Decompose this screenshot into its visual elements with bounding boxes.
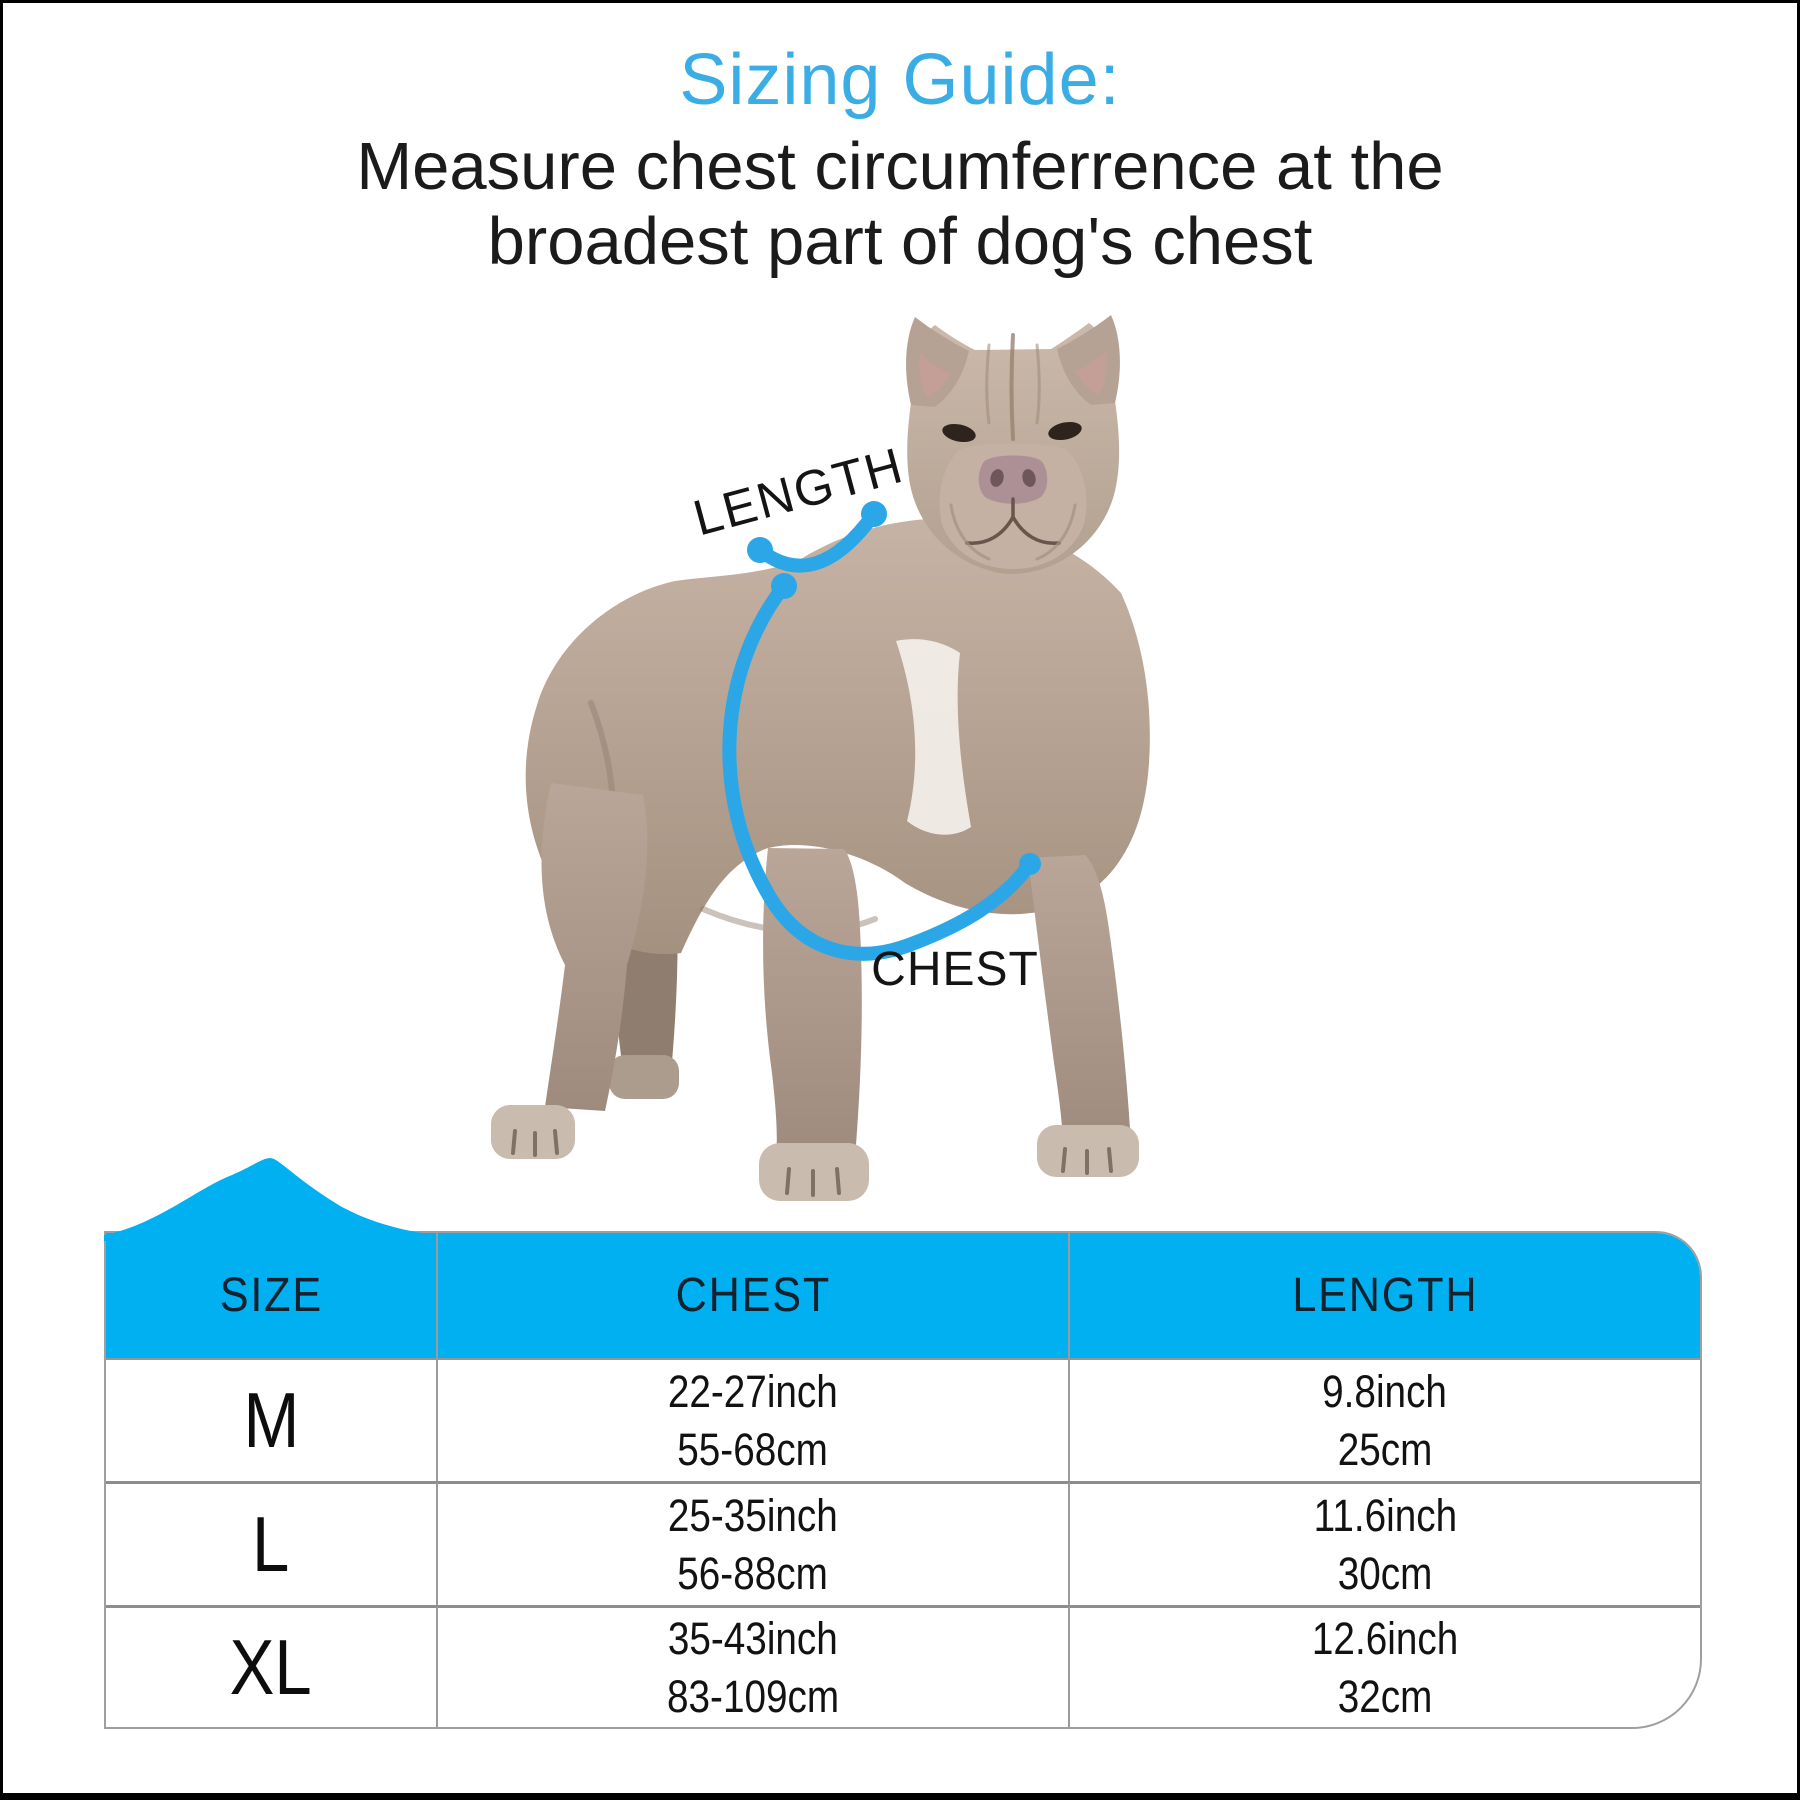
header-length-label: LENGTH bbox=[1291, 1269, 1479, 1322]
dog-left-eye bbox=[942, 423, 976, 443]
dog-right-nostril bbox=[1022, 469, 1036, 487]
dog-right-ear-icon bbox=[1057, 315, 1120, 405]
row-m-chest: 22-27inch 55-68cm bbox=[438, 1358, 1070, 1481]
length-cm-value: 25cm bbox=[1337, 1423, 1433, 1475]
dog-left-ear-icon bbox=[906, 317, 969, 407]
dog-body bbox=[525, 518, 1150, 955]
header-chest-label: CHEST bbox=[675, 1269, 831, 1322]
dog-forehead-furrow bbox=[1009, 333, 1015, 441]
dog-left-ear-inner bbox=[919, 353, 951, 397]
row-xl-chest: 35-43inch 83-109cm bbox=[438, 1605, 1070, 1727]
dog-right-ear-inner bbox=[1075, 351, 1107, 395]
chest-curve-dot-top bbox=[771, 573, 797, 599]
chest-cm-value: 56-88cm bbox=[677, 1547, 829, 1599]
size-table-grid: SIZE CHEST LENGTH M 22-27inch 55-68cm 9.… bbox=[106, 1233, 1700, 1727]
dog-nose bbox=[978, 455, 1048, 504]
chest-inch-value: 22-27inch bbox=[668, 1365, 838, 1417]
dog-left-nostril bbox=[990, 469, 1004, 487]
length-curve-dot-right bbox=[861, 501, 887, 527]
dog-mouth bbox=[965, 497, 1061, 545]
chest-label: CHEST bbox=[871, 943, 1039, 996]
dog-right-eye bbox=[1048, 421, 1082, 441]
dog-far-hind-paw bbox=[609, 1055, 679, 1099]
row-l-chest: 25-35inch 56-88cm bbox=[438, 1481, 1070, 1605]
chest-curve bbox=[722, 579, 1037, 961]
dog-chest-patch bbox=[896, 639, 971, 835]
row-xl-size: XL bbox=[106, 1605, 438, 1727]
dog-front-left-toes bbox=[785, 1167, 841, 1197]
size-value: M bbox=[243, 1376, 299, 1464]
dog-hind-paw-toes bbox=[511, 1129, 559, 1157]
row-l-length: 11.6inch 30cm bbox=[1070, 1481, 1700, 1605]
dog-front-right-leg bbox=[1028, 855, 1131, 1147]
chest-cm-value: 55-68cm bbox=[677, 1423, 829, 1475]
chest-inch-value: 25-35inch bbox=[668, 1489, 838, 1541]
page-title: Sizing Guide: bbox=[679, 40, 1121, 120]
row-l-size: L bbox=[106, 1481, 438, 1605]
header-cell-size: SIZE bbox=[106, 1233, 438, 1358]
length-cm-value: 32cm bbox=[1337, 1670, 1433, 1722]
length-curve bbox=[753, 507, 881, 573]
dog-front-left-leg bbox=[763, 848, 862, 1157]
table-peak-shape bbox=[104, 1158, 436, 1241]
length-curve-dot-left bbox=[747, 537, 773, 563]
dog-jowl-shading bbox=[949, 503, 1077, 561]
dog-figure bbox=[491, 315, 1150, 1201]
subtitle-line-1: Measure chest circumferrence at the bbox=[356, 128, 1444, 204]
header-cell-chest: CHEST bbox=[438, 1233, 1070, 1358]
size-table: SIZE CHEST LENGTH M 22-27inch 55-68cm 9.… bbox=[104, 1231, 1702, 1729]
header-size-label: SIZE bbox=[219, 1269, 323, 1322]
row-m-size: M bbox=[106, 1358, 438, 1481]
length-inch-value: 12.6inch bbox=[1311, 1612, 1459, 1664]
header-cell-length: LENGTH bbox=[1070, 1233, 1700, 1358]
chest-cm-value: 83-109cm bbox=[666, 1670, 840, 1722]
chest-inch-value: 35-43inch bbox=[668, 1612, 838, 1664]
chest-curve-dot-end bbox=[1019, 853, 1041, 875]
length-inch-value: 9.8inch bbox=[1322, 1365, 1448, 1417]
row-xl-length: 12.6inch 32cm bbox=[1070, 1605, 1700, 1727]
length-cm-value: 30cm bbox=[1337, 1547, 1433, 1599]
dog-illustration: LENGTH CHEST bbox=[491, 315, 1150, 1201]
row-m-length: 9.8inch 25cm bbox=[1070, 1358, 1700, 1481]
dog-front-right-toes bbox=[1061, 1147, 1113, 1175]
heading-block: Sizing Guide: Measure chest circumferren… bbox=[3, 39, 1797, 279]
size-value: L bbox=[252, 1500, 290, 1588]
dog-forehead-furrow-left bbox=[985, 343, 991, 425]
size-value: XL bbox=[229, 1623, 313, 1711]
dog-hind-leg bbox=[541, 783, 648, 1111]
subtitle-line-2: broadest part of dog's chest bbox=[487, 203, 1313, 279]
dog-forehead-furrow-right bbox=[1035, 343, 1041, 425]
length-inch-value: 11.6inch bbox=[1313, 1489, 1457, 1541]
